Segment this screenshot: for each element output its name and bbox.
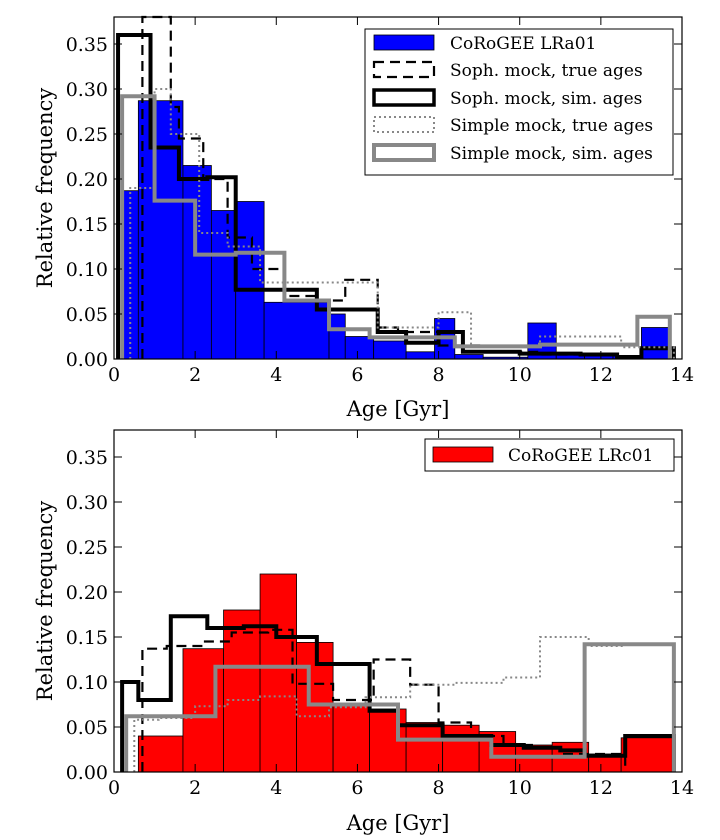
bottom-x-tick-label: 14 bbox=[670, 777, 694, 799]
top-corogee-lra01-bar bbox=[373, 340, 407, 360]
bottom-corogee-lrc01-bar bbox=[259, 573, 297, 773]
bottom-y-axis-title: Relative frequency bbox=[33, 501, 57, 702]
bottom-soph-mock-sim-ages-step-line bbox=[120, 614, 676, 772]
bottom-x-tick-label: 0 bbox=[108, 777, 120, 799]
legend-label-simple-true: Simple mock, true ages bbox=[450, 116, 653, 136]
top-x-tick-label: 10 bbox=[508, 364, 532, 386]
top-corogee-lra01-bar bbox=[328, 313, 346, 360]
legend-label-lra01: CoRoGEE LRa01 bbox=[450, 34, 596, 54]
bottom-corogee-lrc01-bar bbox=[620, 737, 675, 773]
top-corogee-lra01-bar bbox=[454, 354, 484, 360]
legend-swatch-lrc01 bbox=[432, 446, 494, 463]
top-corogee-lra01-bar bbox=[210, 210, 237, 360]
bottom-legend: CoRoGEE LRc01 bbox=[424, 438, 675, 472]
bottom-y-tick-label: 0.05 bbox=[66, 717, 108, 739]
top-corogee-lra01-bar bbox=[641, 327, 671, 360]
top-x-tick-label: 0 bbox=[108, 364, 120, 386]
bottom-y-tick-label: 0.25 bbox=[66, 537, 108, 559]
top-x-tick-label: 2 bbox=[189, 364, 201, 386]
top-y-tick-label: 0.20 bbox=[66, 169, 108, 191]
top-corogee-lra01-bar bbox=[182, 165, 212, 360]
top-plot-frame bbox=[113, 16, 683, 360]
bottom-y-tick-label: 0.35 bbox=[66, 447, 108, 469]
top-x-tick-label: 6 bbox=[351, 364, 363, 386]
legend-swatch-lra01 bbox=[373, 34, 435, 51]
top-legend: CoRoGEE LRa01 Soph. mock, true ages Soph… bbox=[364, 28, 674, 176]
legend-label-simple-sim: Simple mock, sim. ages bbox=[450, 144, 653, 164]
bottom-x-axis-title: Age [Gyr] bbox=[346, 811, 450, 835]
top-y-tick-label: 0.35 bbox=[66, 34, 108, 56]
bottom-simple-mock-sim-ages-step-line bbox=[124, 642, 676, 772]
top-x-tick-label: 8 bbox=[433, 364, 445, 386]
bottom-y-tick-label: 0.15 bbox=[66, 627, 108, 649]
top-y-tick-label: 0.30 bbox=[66, 79, 108, 101]
bottom-corogee-lrc01-bar bbox=[442, 724, 480, 773]
bottom-corogee-lrc01-bar bbox=[296, 642, 334, 773]
top-simple-mock-sim-ages-step-line bbox=[120, 94, 672, 359]
top-soph-mock-sim-ages-step-line bbox=[116, 33, 676, 360]
bottom-x-tick-label: 8 bbox=[433, 777, 445, 799]
top-y-tick-label: 0.10 bbox=[66, 259, 108, 281]
bottom-y-tick-label: 0.30 bbox=[66, 492, 108, 514]
bottom-y-tick-label: 0.20 bbox=[66, 582, 108, 604]
legend-swatch-simple-sim bbox=[372, 143, 436, 162]
bottom-plot-frame bbox=[113, 429, 683, 773]
legend-swatch-soph-sim bbox=[372, 88, 436, 107]
legend-swatch-soph-true bbox=[372, 60, 436, 79]
bottom-x-tick-label: 12 bbox=[589, 777, 613, 799]
bottom-soph-mock-true-ages-step-line bbox=[141, 628, 627, 772]
bottom-y-tick-label: 0.10 bbox=[66, 672, 108, 694]
legend-swatch-simple-true bbox=[373, 116, 435, 133]
legend-label-soph-sim: Soph. mock, sim. ages bbox=[450, 89, 642, 109]
top-y-tick-label: 0.25 bbox=[66, 124, 108, 146]
top-histogram-panel: 0 2 4 6 8 10 12 14 0.00 0.05 0.10 0.15 0.20 0.25 0.30 0… bbox=[33, 15, 694, 421]
bottom-x-tick-label: 10 bbox=[508, 777, 532, 799]
bottom-histogram-panel: 0 2 4 6 8 10 12 14 0.00 0.05 0.10 0.15 0.20 0.25 0.30 0… bbox=[33, 429, 694, 835]
top-legend-box bbox=[364, 28, 674, 176]
top-y-axis-title: Relative frequency bbox=[33, 88, 57, 289]
bottom-x-tick-label: 4 bbox=[270, 777, 282, 799]
top-x-axis-title: Age [Gyr] bbox=[346, 397, 450, 421]
bottom-y-tick-label: 0.00 bbox=[66, 762, 108, 784]
top-corogee-lra01-bar bbox=[344, 336, 375, 360]
top-corogee-lra01-bar bbox=[405, 351, 435, 360]
bottom-x-tick-label: 6 bbox=[351, 777, 363, 799]
bottom-corogee-lrc01-bar bbox=[223, 609, 261, 773]
top-x-tick-label: 14 bbox=[670, 364, 694, 386]
top-corogee-lra01-bar bbox=[137, 100, 184, 360]
bottom-x-tick-label: 2 bbox=[189, 777, 201, 799]
bottom-simple-mock-true-ages-step-line bbox=[133, 636, 675, 772]
top-x-tick-label: 12 bbox=[589, 364, 613, 386]
top-y-tick-label: 0.05 bbox=[66, 304, 108, 326]
legend-label-soph-true: Soph. mock, true ages bbox=[450, 61, 643, 81]
top-x-tick-label: 4 bbox=[270, 364, 282, 386]
bottom-corogee-lrc01-bar bbox=[137, 735, 184, 773]
bottom-corogee-lrc01-bar bbox=[332, 704, 371, 773]
legend-label-lrc01: CoRoGEE LRc01 bbox=[508, 446, 653, 466]
top-y-tick-label: 0.00 bbox=[66, 349, 108, 371]
top-y-tick-label: 0.15 bbox=[66, 214, 108, 236]
bottom-corogee-lrc01-bar bbox=[405, 722, 444, 773]
